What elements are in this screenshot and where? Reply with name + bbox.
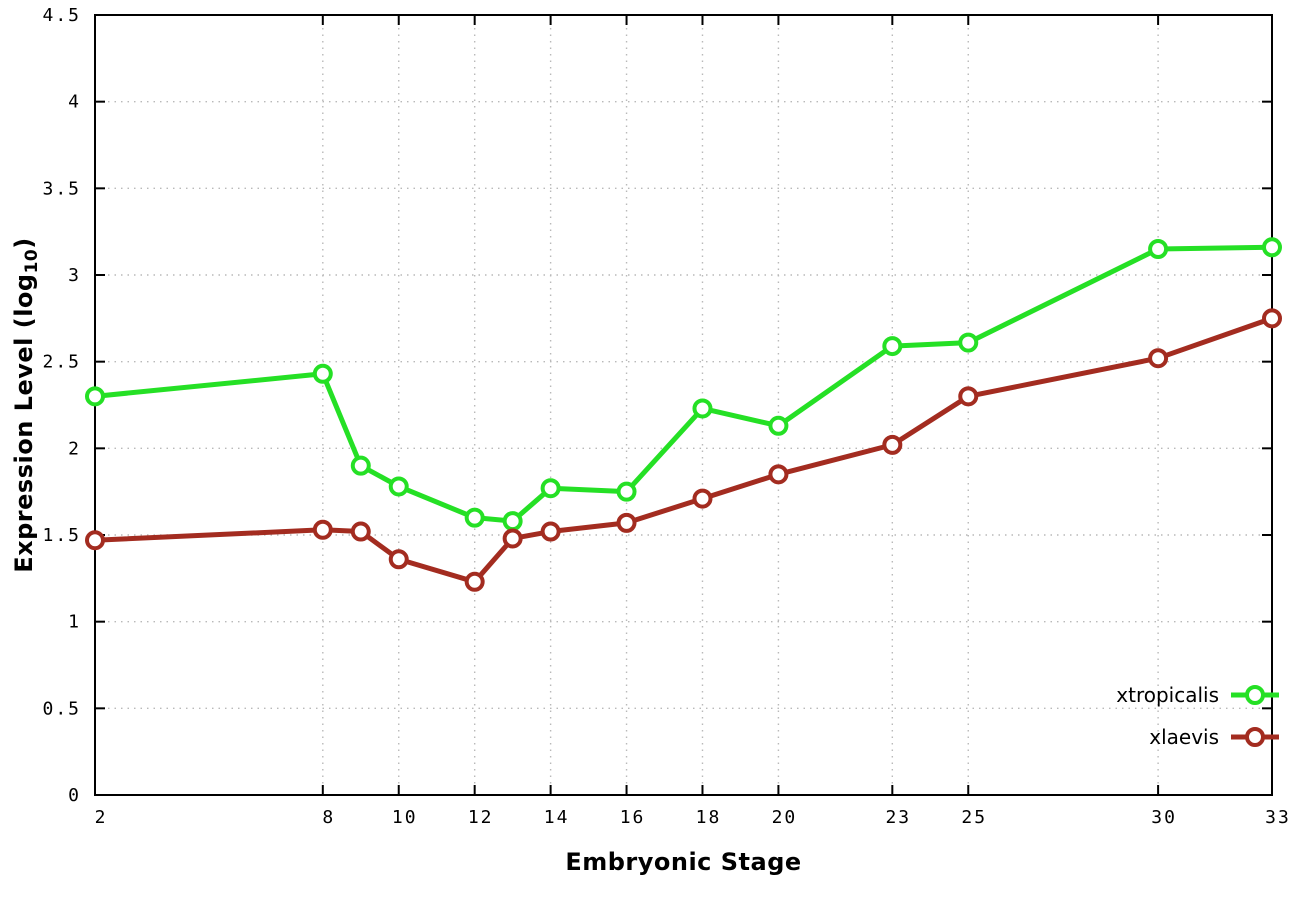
- y-tick-label: 2.5: [42, 352, 81, 373]
- marker-xtropicalis: [350, 455, 371, 476]
- legend-label-xtropicalis: xtropicalis: [1116, 683, 1219, 707]
- y-tick-label: 1.5: [42, 525, 81, 546]
- marker-xtropicalis: [882, 336, 903, 357]
- legend-sample-line-icon: [1231, 727, 1279, 747]
- y-axis-title-suffix: ): [10, 237, 38, 249]
- plot-border: [94, 14, 1273, 796]
- marker-xlaevis: [540, 521, 561, 542]
- y-tick-label: 2: [68, 438, 81, 459]
- marker-xtropicalis: [540, 478, 561, 499]
- y-tick-label: 1: [68, 612, 81, 633]
- marker-xtropicalis: [616, 481, 637, 502]
- marker-xlaevis: [388, 549, 409, 570]
- x-tick-label: 20: [772, 807, 798, 828]
- y-tick-label: 0: [68, 785, 81, 806]
- marker-xtropicalis: [768, 415, 789, 436]
- y-axis-title-subscript: 10: [22, 248, 42, 274]
- x-tick-label: 25: [961, 807, 987, 828]
- y-tick-label: 3: [68, 265, 81, 286]
- legend-item-xlaevis: xlaevis: [1116, 722, 1282, 752]
- marker-xlaevis: [85, 530, 105, 551]
- x-tick-label: 8: [322, 807, 335, 828]
- series-line-xlaevis: [92, 315, 1275, 585]
- y-tick-label: 4: [68, 92, 81, 113]
- legend-label-xlaevis: xlaevis: [1149, 725, 1219, 749]
- x-tick-label: 2: [95, 807, 108, 828]
- legend-marker: [1245, 727, 1265, 747]
- x-tick-label: 33: [1265, 807, 1291, 828]
- marker-xlaevis: [1148, 348, 1169, 369]
- marker-xlaevis: [616, 512, 637, 533]
- legend-item-xtropicalis: xtropicalis: [1116, 680, 1282, 710]
- marker-xtropicalis: [692, 398, 713, 419]
- x-tick-label: 14: [544, 807, 570, 828]
- marker-xlaevis: [1262, 308, 1282, 329]
- x-tick-label: 30: [1151, 807, 1177, 828]
- y-tick-label: 0.5: [42, 698, 81, 719]
- marker-xtropicalis: [958, 332, 979, 353]
- marker-xlaevis: [768, 464, 789, 485]
- marker-xlaevis: [692, 488, 713, 509]
- legend-sample-line-icon: [1231, 685, 1279, 705]
- marker-xtropicalis: [312, 363, 333, 384]
- y-tick-label: 4.5: [42, 5, 81, 26]
- x-tick-label: 23: [885, 807, 911, 828]
- y-axis-title-text: Expression Level (log: [10, 273, 38, 573]
- x-tick-label: 12: [468, 807, 494, 828]
- marker-xtropicalis: [1148, 239, 1169, 259]
- legend: xtropicalis xlaevis: [1116, 680, 1282, 752]
- marker-xlaevis: [464, 571, 485, 592]
- marker-xlaevis: [312, 519, 333, 540]
- marker-xtropicalis: [464, 507, 485, 528]
- marker-xtropicalis: [1262, 237, 1282, 258]
- marker-xlaevis: [502, 528, 523, 549]
- marker-xlaevis: [350, 521, 371, 542]
- series-line-xtropicalis: [92, 244, 1275, 524]
- marker-xlaevis: [958, 386, 979, 407]
- legend-marker: [1245, 685, 1265, 705]
- x-tick-label: 16: [620, 807, 646, 828]
- x-axis-title: Embryonic Stage: [565, 848, 802, 876]
- x-tick-label: 18: [696, 807, 722, 828]
- marker-xtropicalis: [388, 476, 409, 497]
- y-axis-title: Expression Level (log10): [10, 237, 42, 572]
- y-tick-label: 3.5: [42, 178, 81, 199]
- marker-xtropicalis: [502, 511, 523, 532]
- marker-xtropicalis: [85, 386, 105, 407]
- x-tick-label: 10: [392, 807, 418, 828]
- marker-xlaevis: [882, 434, 903, 455]
